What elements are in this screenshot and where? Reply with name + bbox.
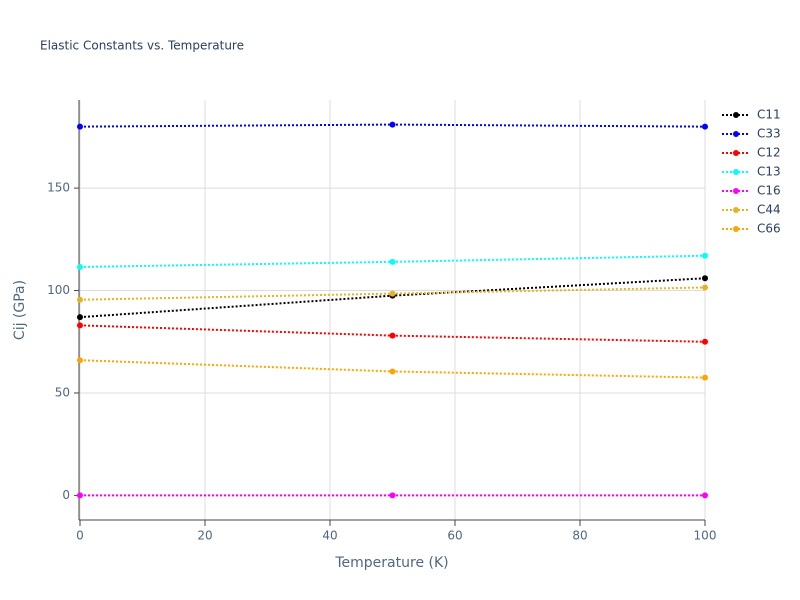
y-tick-label: 0 [62, 488, 70, 502]
legend-label: C33 [757, 127, 781, 141]
x-axis-label: Temperature (K) [334, 555, 448, 571]
x-tick-label: 20 [197, 529, 212, 543]
legend-label: C13 [757, 165, 781, 179]
legend-marker [733, 207, 739, 213]
point [702, 492, 708, 499]
chart-title: Elastic Constants vs. Temperature [40, 39, 244, 53]
legend-marker [733, 112, 739, 118]
point [702, 284, 708, 291]
legend-marker [733, 188, 739, 194]
legend-label: C11 [757, 108, 781, 122]
point [389, 258, 396, 265]
point [77, 492, 83, 499]
legend-label: C12 [757, 146, 781, 160]
y-axis-label: Cij (GPa) [12, 280, 28, 340]
point [389, 290, 396, 297]
legend-label: C44 [757, 203, 781, 217]
point [389, 492, 396, 499]
y-tick-label: 100 [47, 283, 70, 297]
point [77, 322, 83, 329]
x-tick-label: 0 [76, 529, 84, 543]
point [702, 252, 708, 259]
point [702, 123, 708, 130]
point [389, 121, 396, 128]
point [77, 123, 83, 130]
point [389, 368, 396, 375]
point [77, 296, 83, 303]
point [77, 357, 83, 364]
legend-label: C66 [757, 222, 781, 236]
legend-marker [733, 169, 739, 175]
y-tick-label: 150 [47, 181, 70, 195]
x-tick-label: 80 [572, 529, 587, 543]
point [389, 332, 396, 339]
point [702, 275, 708, 282]
point [702, 338, 708, 345]
y-tick-label: 50 [55, 385, 70, 399]
point [702, 374, 708, 381]
x-tick-label: 60 [447, 529, 462, 543]
x-tick-label: 100 [694, 529, 717, 543]
legend-marker [733, 226, 739, 232]
legend-label: C16 [757, 184, 781, 198]
legend-marker [733, 150, 739, 156]
x-tick-label: 40 [322, 529, 337, 543]
grid [79, 100, 706, 520]
legend-marker [733, 131, 739, 137]
point [77, 263, 83, 270]
point [77, 314, 83, 321]
